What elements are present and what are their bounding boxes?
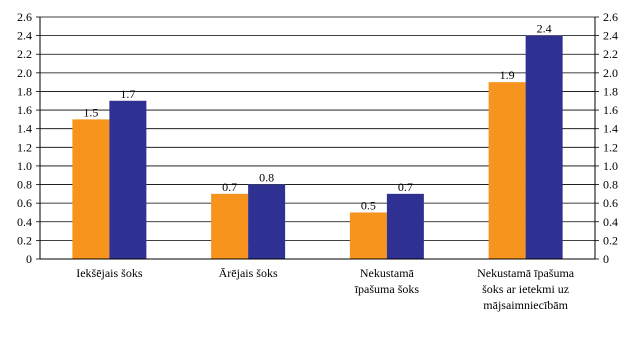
y-axis-left-ticks: 0 0.2 0.4 0.6 0.8 1.0 1.2 1.4 1.6 1.8 2.0 2.2 2.4 2.6 [17,10,32,266]
y-tick-label-left: 1.6 [17,103,32,117]
axes [36,16,599,260]
y-tick-label-left: 0.4 [17,215,32,229]
y-tick-label-left: 1.0 [17,159,32,173]
y-tick-label-right: 0.6 [603,196,618,210]
category-label: mājsaimniecībām [483,298,568,312]
y-tick-label-left: 2.2 [17,47,32,61]
data-label: 1.5 [83,105,98,119]
y-tick-label-left: 2.0 [17,66,32,80]
y-tick-label-left: 0.6 [17,196,32,210]
y-tick-label-right: 0.2 [603,233,618,247]
y-tick-label-right: 2.4 [603,29,618,43]
category-label: Nekustamā [360,266,415,280]
bar [386,193,424,259]
bar [525,35,563,259]
data-label: 2.4 [537,22,552,36]
data-labels: 1.5 1.7 0.7 0.8 0.5 0.7 1.9 2.4 [83,22,551,213]
bar [211,193,249,259]
y-tick-label-right: 1.6 [603,103,618,117]
category-label: Iekšējais šoks [76,266,143,280]
y-tick-label-right: 2.6 [603,10,618,24]
y-tick-label-left: 1.4 [17,122,32,136]
data-label: 0.8 [259,171,274,185]
y-tick-label-left: 1.8 [17,84,32,98]
y-tick-label-left: 1.2 [17,140,32,154]
y-tick-label-right: 0.8 [603,178,618,192]
category-label: īpašuma šoks [354,282,420,296]
category-label: Ārējais šoks [219,266,278,280]
y-tick-label-right: 0.4 [603,215,618,229]
bar [488,82,526,260]
data-label: 0.7 [398,180,413,194]
y-axis-right-ticks: 0 0.2 0.4 0.6 0.8 1.0 1.2 1.4 1.6 1.8 2.0 2.2 2.4 2.6 [603,10,618,266]
y-tick-label-right: 1.8 [603,84,618,98]
data-label: 0.7 [222,180,237,194]
category-label: šoks ar ietekmi uz [482,282,569,296]
y-tick-label-left: 0.2 [17,233,32,247]
y-tick-label-left: 2.4 [17,29,32,43]
bar [72,119,110,259]
category-label: Nekustamā īpašuma [477,266,575,280]
y-tick-label-right: 2.0 [603,66,618,80]
y-tick-label-right: 1.2 [603,140,618,154]
y-tick-label-right: 0 [603,252,609,266]
y-tick-label-right: 1.4 [603,122,618,136]
y-tick-label-left: 0.8 [17,178,32,192]
y-tick-label-right: 2.2 [603,47,618,61]
bars [72,35,563,260]
data-label: 1.7 [120,87,135,101]
bar [349,212,387,259]
y-tick-label-left: 2.6 [17,10,32,24]
data-label: 0.5 [361,198,376,212]
data-label: 1.9 [500,68,515,82]
bar [109,100,147,260]
y-tick-label-left: 0 [26,252,32,266]
bar [248,184,286,259]
x-axis-categories: Iekšējais šoks Ārējais šoks Nekustamā īpašu… [76,266,575,312]
y-tick-label-right: 1.0 [603,159,618,173]
